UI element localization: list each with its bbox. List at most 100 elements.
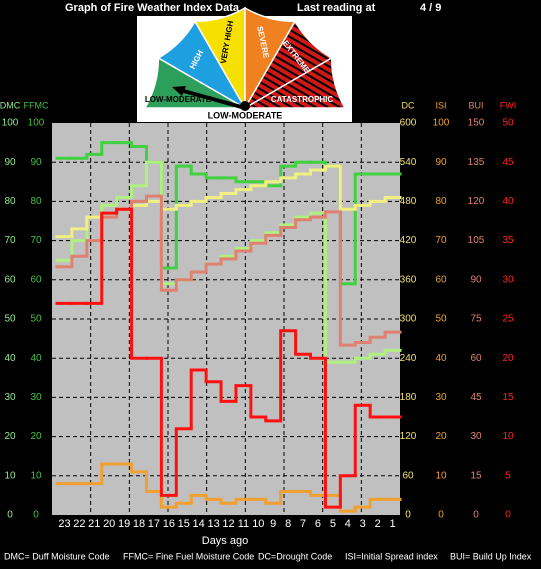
y-tick-label: 20 [30, 431, 42, 442]
y-tick-label: 0 [505, 510, 511, 521]
axis-name: FWI [500, 100, 517, 110]
y-tick-label: 600 [400, 118, 417, 129]
y-tick-label: 70 [30, 235, 42, 246]
reading-label: Last reading at [297, 2, 376, 14]
x-tick-label: 14 [193, 518, 205, 530]
y-tick-label: 0 [33, 510, 39, 521]
x-tick-label: 18 [133, 518, 145, 530]
footer-note: BUI= Build Up Index [450, 551, 532, 561]
y-tick-label: 5 [505, 470, 511, 481]
y-tick-label: 30 [4, 392, 16, 403]
y-tick-label: 540 [400, 157, 417, 168]
y-tick-label: 60 [30, 274, 42, 285]
x-axis-label: Days ago [202, 535, 248, 547]
y-tick-label: 40 [30, 353, 42, 364]
y-tick-label: 20 [4, 431, 16, 442]
y-tick-label: 50 [502, 118, 514, 129]
footer-note: DMC= Duff Moisture Code [4, 551, 110, 561]
y-tick-label: 45 [502, 157, 514, 168]
x-tick-label: 23 [58, 518, 70, 530]
y-tick-label: 105 [468, 235, 485, 246]
axis-name: ISI [435, 100, 446, 110]
y-tick-label: 80 [4, 196, 16, 207]
y-tick-label: 25 [502, 314, 514, 325]
x-tick-label: 17 [148, 518, 160, 530]
y-tick-label: 180 [400, 392, 417, 403]
x-tick-label: 9 [270, 518, 276, 530]
x-tick-label: 22 [73, 518, 85, 530]
y-tick-label: 30 [470, 431, 482, 442]
x-tick-label: 7 [300, 518, 306, 530]
y-tick-label: 20 [502, 353, 514, 364]
y-tick-label: 360 [400, 274, 417, 285]
gauge-sector [242, 56, 347, 109]
x-tick-label: 13 [207, 518, 219, 530]
x-tick-label: 12 [222, 518, 234, 530]
reading-date: 4 / 9 [420, 2, 441, 14]
axis-name: DMC [0, 100, 21, 110]
x-tick-label: 10 [252, 518, 264, 530]
y-tick-label: 240 [400, 353, 417, 364]
x-tick-label: 5 [330, 518, 336, 530]
y-tick-label: 90 [435, 157, 447, 168]
x-tick-label: 8 [285, 518, 291, 530]
y-tick-label: 40 [502, 196, 514, 207]
x-tick-label: 16 [163, 518, 175, 530]
y-tick-label: 100 [28, 118, 45, 129]
y-tick-label: 10 [435, 470, 447, 481]
gauge-needle-tip [172, 86, 186, 96]
x-tick-label: 6 [315, 518, 321, 530]
y-tick-label: 100 [2, 118, 19, 129]
x-tick-label: 15 [178, 518, 190, 530]
gauge-current: LOW-MODERATE [208, 110, 283, 120]
y-tick-label: 75 [470, 314, 482, 325]
y-tick-label: 30 [435, 392, 447, 403]
y-tick-label: 0 [7, 510, 13, 521]
x-tick-label: 2 [375, 518, 381, 530]
y-tick-label: 10 [502, 431, 514, 442]
y-tick-label: 120 [400, 431, 417, 442]
x-tick-label: 19 [118, 518, 130, 530]
x-tick-label: 20 [103, 518, 115, 530]
y-tick-label: 60 [435, 274, 447, 285]
y-tick-label: 30 [30, 392, 42, 403]
y-tick-label: 100 [433, 118, 450, 129]
y-tick-label: 30 [502, 274, 514, 285]
y-tick-label: 480 [400, 196, 417, 207]
gauge-label: CATASTROPHIC [271, 95, 334, 104]
gauge-hub [240, 101, 250, 111]
y-tick-label: 40 [4, 353, 16, 364]
y-tick-label: 60 [402, 470, 414, 481]
y-tick-label: 70 [435, 235, 447, 246]
y-tick-label: 80 [435, 196, 447, 207]
gauge-label: LOW-MODERATE [145, 95, 212, 104]
y-tick-label: 50 [30, 314, 42, 325]
axis-name: DC [402, 100, 415, 110]
y-tick-label: 135 [468, 157, 485, 168]
y-tick-label: 300 [400, 314, 417, 325]
title: Graph of Fire Weather Index Data [65, 2, 240, 14]
x-tick-label: 21 [88, 518, 100, 530]
y-tick-label: 50 [4, 314, 16, 325]
y-tick-label: 0 [438, 510, 444, 521]
y-tick-label: 35 [502, 235, 514, 246]
y-tick-label: 45 [470, 392, 482, 403]
axis-name: BUI [468, 100, 483, 110]
y-tick-label: 120 [468, 196, 485, 207]
y-tick-label: 15 [470, 470, 482, 481]
y-tick-label: 20 [435, 431, 447, 442]
y-tick-label: 10 [4, 470, 16, 481]
x-tick-label: 3 [360, 518, 366, 530]
y-tick-label: 90 [470, 274, 482, 285]
y-tick-label: 60 [4, 274, 16, 285]
axis-name: FFMC [24, 100, 49, 110]
footer-note: ISI=Initial Spread index [345, 551, 438, 561]
y-tick-label: 150 [468, 118, 485, 129]
gauge-needle [179, 88, 246, 110]
y-tick-label: 15 [502, 392, 514, 403]
footer-note: FFMC= Fine Fuel Moisture Code [123, 551, 254, 561]
y-tick-label: 50 [435, 314, 447, 325]
y-tick-label: 90 [30, 157, 42, 168]
